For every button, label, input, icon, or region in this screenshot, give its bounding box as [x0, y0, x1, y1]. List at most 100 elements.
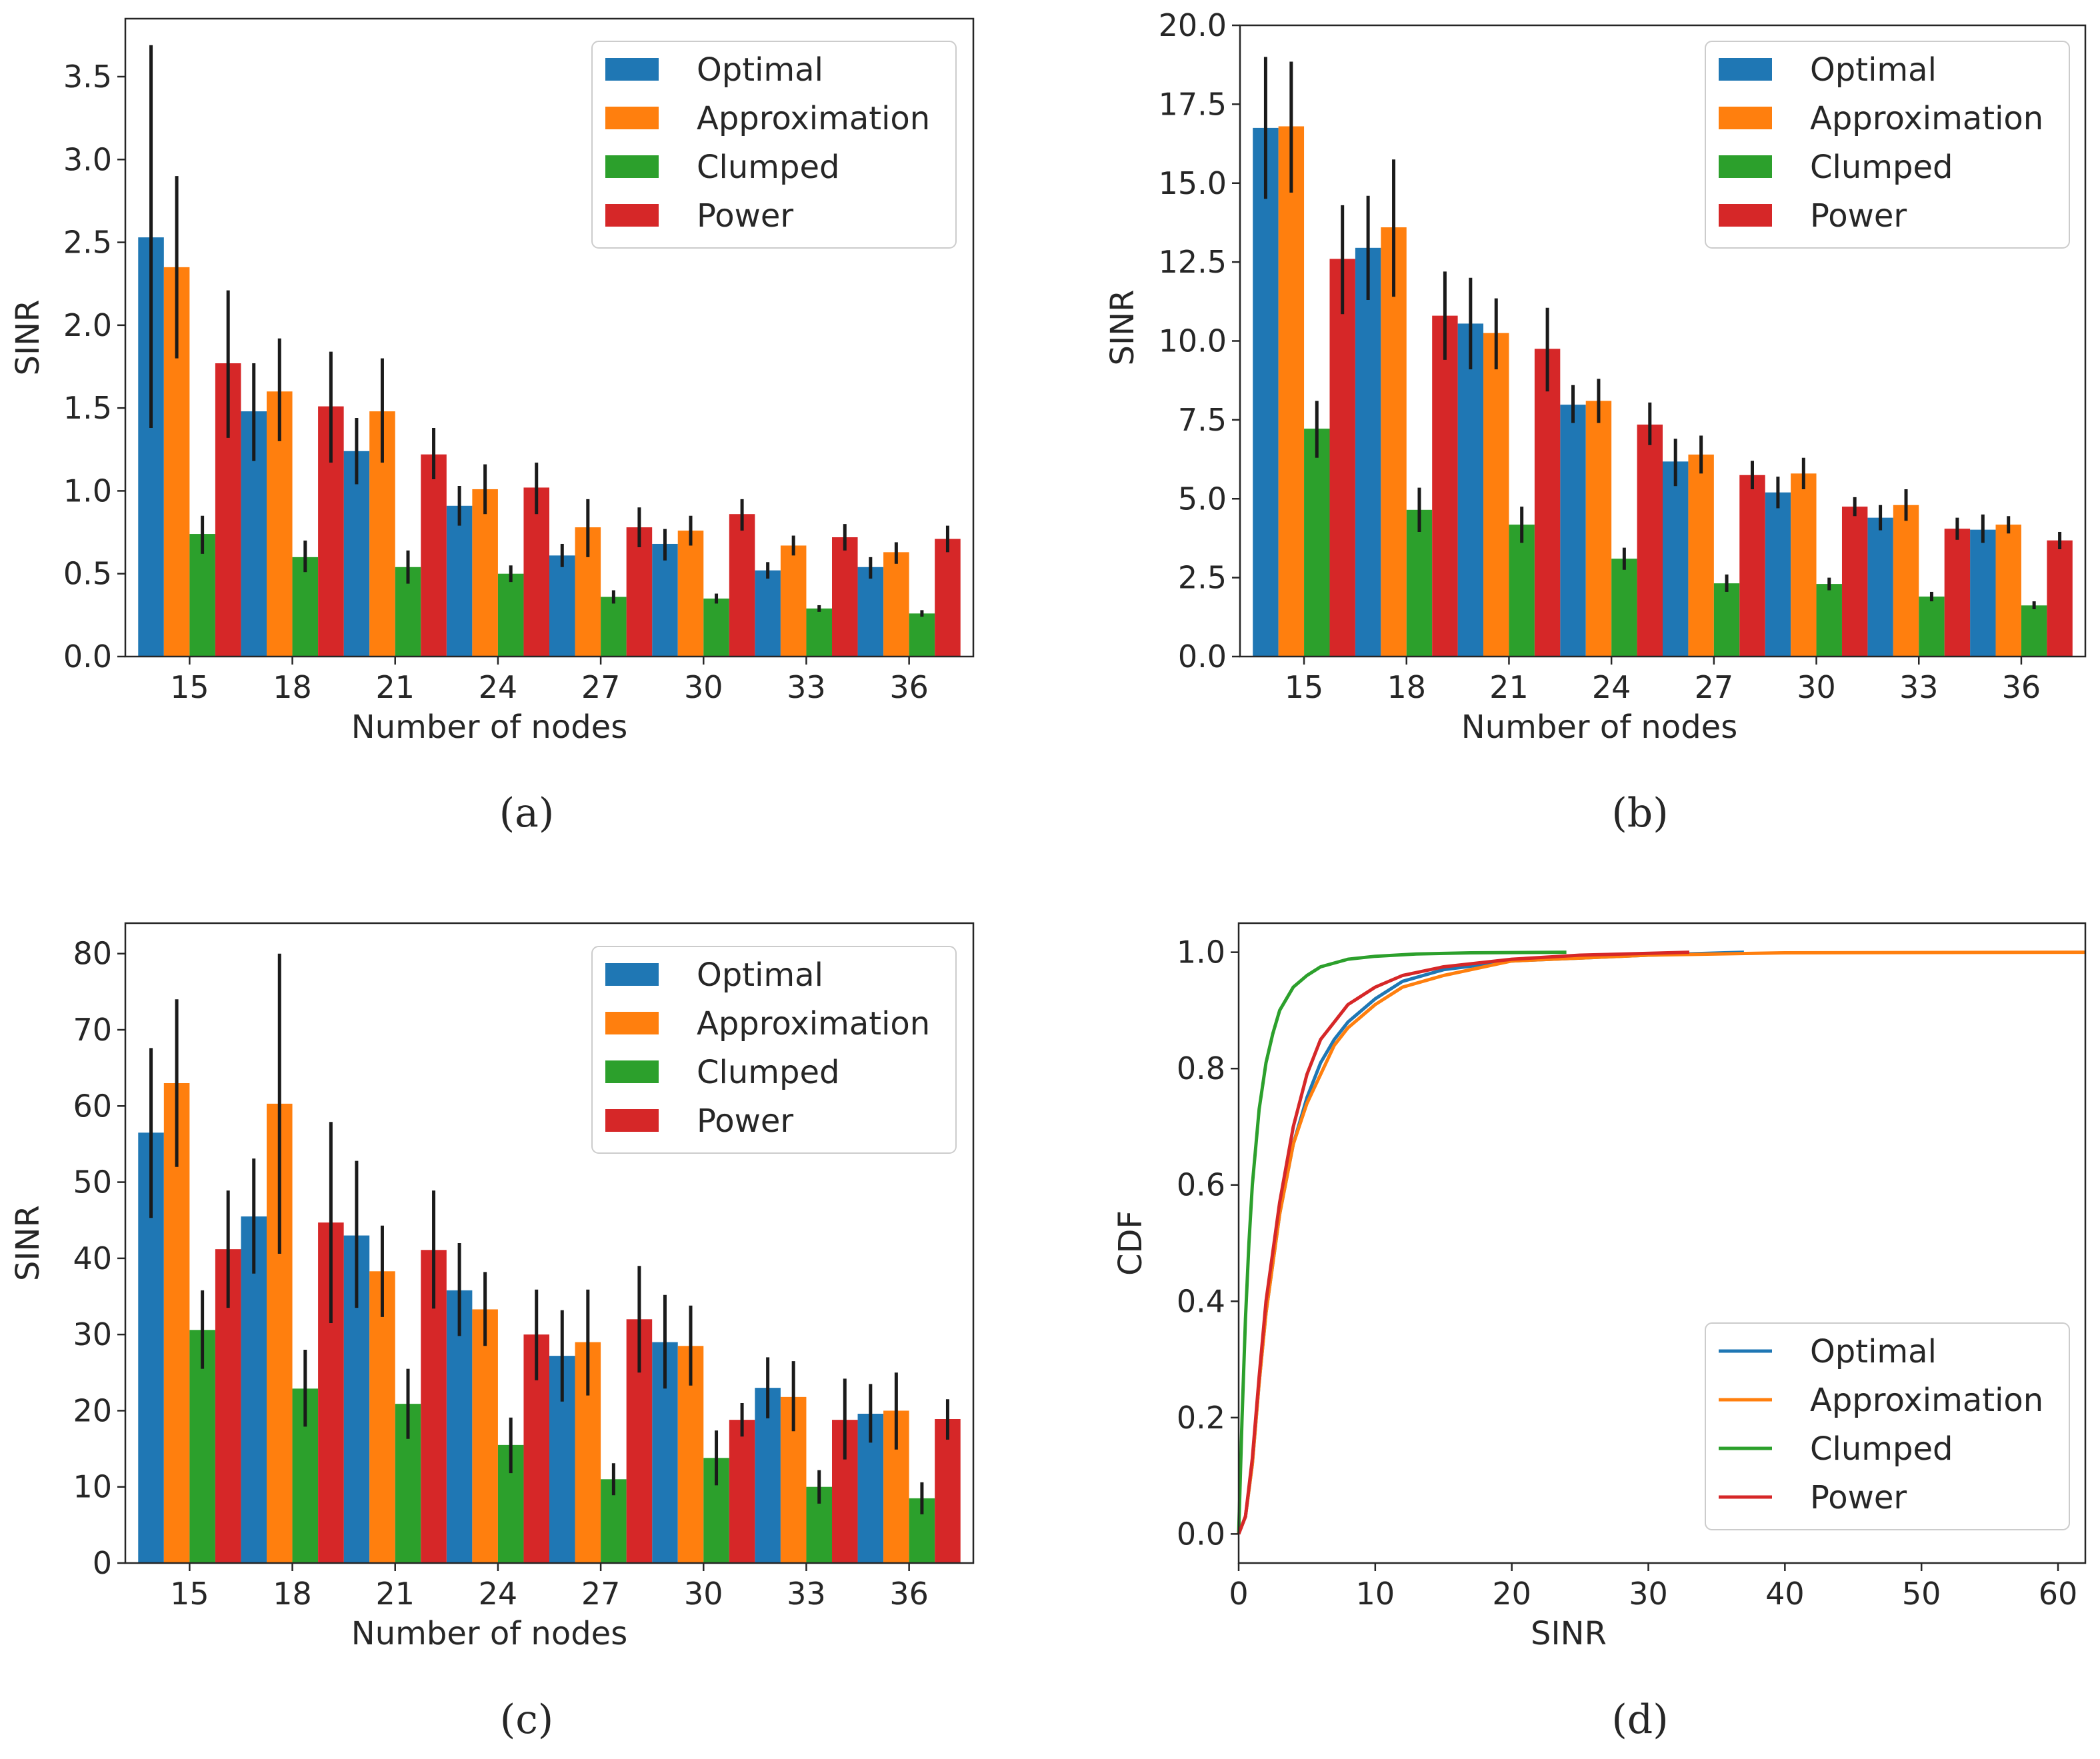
- x-tick-label: 20: [1492, 1576, 1531, 1612]
- x-tick-label: 15: [1285, 669, 1324, 705]
- bar-approximation-36: [1995, 525, 2021, 657]
- bar-optimal-36: [1970, 529, 1996, 657]
- x-axis-label: Number of nodes: [351, 709, 627, 746]
- x-tick-label: 50: [1902, 1576, 1941, 1612]
- bar-optimal-21: [1457, 323, 1484, 657]
- legend-swatch-optimal: [1719, 58, 1772, 81]
- x-tick-label: 24: [479, 669, 518, 705]
- legend-box: [1705, 1322, 2070, 1530]
- legend-swatch-optimal: [605, 963, 659, 986]
- bar-clumped-27: [601, 597, 627, 657]
- bar-optimal-15: [1253, 127, 1279, 657]
- legend-swatch-power: [605, 204, 659, 227]
- bar-power-21: [1534, 349, 1561, 657]
- y-tick-label: 30: [73, 1316, 112, 1352]
- panel-b: 0.0 2.5 5.0 7.5 10.0 12.5 15.0 17.5 20.0 15 18 21 24…: [1104, 7, 2087, 746]
- bar-power-36: [935, 1419, 961, 1563]
- legend-swatch-power: [1719, 204, 1772, 227]
- y-tick-label: 50: [73, 1164, 112, 1200]
- cdf-line-optimal: [1237, 950, 1744, 1535]
- y-axis-label: SINR: [9, 1205, 47, 1281]
- bar-clumped-24: [497, 573, 524, 657]
- x-tick-label: 15: [170, 669, 209, 705]
- x-tick-label: 10: [1356, 1576, 1395, 1612]
- x-tick-label: 27: [581, 1576, 621, 1612]
- y-tick-label: 5.0: [1178, 481, 1227, 517]
- legend-label-optimal: Optimal: [697, 956, 823, 994]
- y-tick-label: 0.0: [1177, 1516, 1225, 1552]
- legend-swatch-clumped: [605, 1060, 659, 1083]
- bar-optimal-27: [1663, 461, 1689, 657]
- cdf-line-power: [1237, 950, 1690, 1535]
- legend-label-approximation: Approximation: [1810, 1382, 2043, 1419]
- legend-label-clumped: Clumped: [1810, 1430, 1953, 1468]
- legend-label-approximation: Approximation: [1810, 100, 2043, 137]
- x-tick-label: 30: [684, 669, 723, 705]
- legend-label-clumped: Clumped: [1810, 149, 1953, 186]
- y-tick-label: 1.5: [63, 390, 112, 426]
- panel-d: 0.0 0.2 0.4 0.6 0.8 1.0 0 10 20 30 40 50 60 SINR CDF Op…: [1112, 922, 2087, 1652]
- y-tick-label: 20.0: [1159, 7, 1227, 43]
- y-tick-label: 0.6: [1177, 1167, 1225, 1203]
- x-tick-label: 40: [1765, 1576, 1805, 1612]
- y-axis-label: SINR: [9, 300, 47, 376]
- y-tick-label: 2.5: [63, 225, 112, 261]
- bar-clumped-33: [806, 608, 832, 657]
- x-tick-label: 27: [1695, 669, 1734, 705]
- bar-power-30: [729, 1420, 755, 1563]
- y-tick-label: 70: [73, 1012, 112, 1048]
- y-tick-label: 2.0: [63, 307, 112, 343]
- legend-swatch-optimal: [605, 58, 659, 81]
- bar-optimal-18: [1355, 247, 1381, 657]
- x-axis-label: Number of nodes: [351, 1615, 627, 1652]
- y-tick-label: 80: [73, 936, 112, 972]
- y-tick-label: 0.2: [1177, 1400, 1225, 1436]
- x-tick-label: 18: [273, 669, 312, 705]
- bar-power-33: [1944, 529, 1971, 657]
- bar-power-30: [729, 514, 755, 657]
- y-tick-label: 0.0: [1178, 639, 1227, 675]
- x-tick-label: 36: [889, 669, 929, 705]
- y-axis-label: CDF: [1112, 1210, 1149, 1276]
- y-tick-label: 3.5: [63, 59, 112, 95]
- bar-approximation-27: [1688, 454, 1714, 657]
- x-tick-label: 15: [170, 1576, 209, 1612]
- bar-approximation-24: [1585, 401, 1612, 657]
- bar-clumped-15: [189, 534, 215, 657]
- x-tick-label: 21: [1489, 669, 1529, 705]
- x-tick-label: 30: [684, 1576, 723, 1612]
- y-tick-label: 0.4: [1177, 1283, 1225, 1319]
- plot-frame: [124, 922, 975, 1564]
- legend-label-clumped: Clumped: [697, 1054, 840, 1091]
- x-tick-label: 36: [889, 1576, 929, 1612]
- x-tick-label: 60: [2039, 1576, 2078, 1612]
- caption-a: (a): [499, 790, 555, 837]
- x-tick-label: 27: [581, 669, 621, 705]
- x-axis-label: SINR: [1531, 1615, 1607, 1652]
- bar-approximation-30: [677, 531, 704, 657]
- bar-power-21: [421, 454, 447, 657]
- legend-label-clumped: Clumped: [697, 149, 840, 186]
- legend-swatch-approximation: [1719, 107, 1772, 129]
- y-tick-label: 40: [73, 1240, 112, 1276]
- y-axis-label: SINR: [1104, 290, 1141, 366]
- bar-approximation-24: [472, 489, 498, 657]
- y-tick-label: 0.0: [63, 639, 112, 675]
- x-axis-label: Number of nodes: [1461, 709, 1737, 746]
- plot-frame: [1237, 922, 2087, 1564]
- y-tick-label: 10: [73, 1469, 112, 1505]
- y-tick-label: 1.0: [63, 473, 112, 509]
- bar-approximation-21: [1483, 333, 1509, 657]
- x-tick-label: 18: [273, 1576, 312, 1612]
- y-tick-label: 1.0: [1177, 934, 1225, 970]
- y-tick-label: 20: [73, 1392, 112, 1428]
- legend-swatch-approximation: [605, 107, 659, 129]
- bar-optimal-24: [446, 505, 473, 657]
- legend-label-optimal: Optimal: [697, 51, 823, 89]
- bar-optimal-21: [343, 451, 370, 657]
- x-tick-label: 33: [787, 1576, 826, 1612]
- x-tick-label: 21: [375, 1576, 415, 1612]
- bar-optimal-36: [857, 567, 884, 657]
- legend-label-power: Power: [1810, 197, 1907, 235]
- bar-approximation-15: [1278, 126, 1305, 657]
